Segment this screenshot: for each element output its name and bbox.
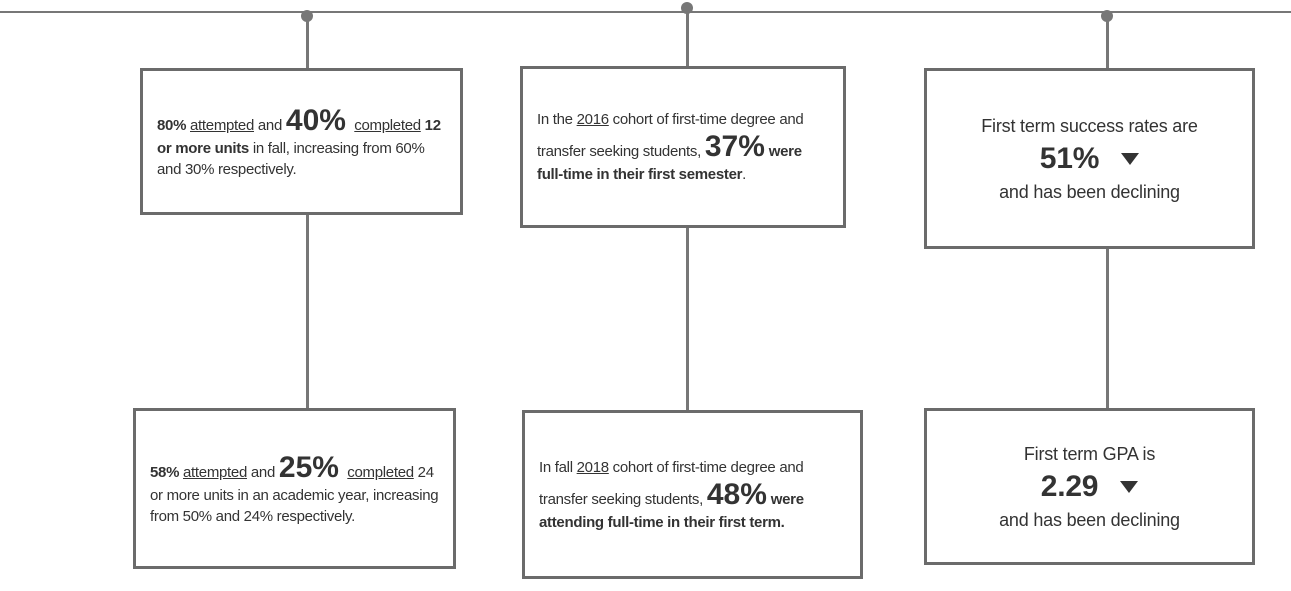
text: 12 or more units [157, 116, 441, 157]
stat-text: In the 2016 cohort of first-time degree … [537, 109, 829, 185]
text: completed [354, 116, 421, 134]
text: In the [537, 111, 577, 128]
text: attempted [183, 463, 248, 481]
text: In fall [539, 458, 577, 476]
text: 58% [150, 463, 183, 481]
down-arrow [1120, 480, 1139, 493]
stat-box: 80% attempted and 40% completed 12 or mo… [140, 68, 463, 215]
text: and [254, 116, 286, 134]
text: 25% [278, 450, 348, 484]
stat-box: First term GPA is 2.29 and has been decl… [924, 408, 1255, 565]
text: 80% [157, 116, 190, 134]
stat-text: In fall 2018 cohort of first-time degree… [539, 457, 846, 533]
text: attempted [190, 116, 255, 134]
stat-box: 58% attempted and 25% completed 24 or mo… [133, 408, 456, 569]
node [681, 2, 693, 14]
text: cohort of first-time degree and transfer… [539, 458, 804, 508]
text: First term success rates are [981, 115, 1198, 136]
text: First term GPA is [1023, 443, 1156, 464]
text: 2.29 [1040, 469, 1099, 503]
text: in fall, increasing from 60% and 30% res… [157, 139, 425, 178]
text: and has been declining [999, 509, 1180, 530]
text: 2018 [576, 458, 609, 476]
text: and has been declining [999, 181, 1180, 202]
text: . [742, 166, 747, 183]
text: were full-time in their first semester [537, 143, 802, 183]
text: cohort of first-time degree and transfer… [537, 111, 804, 160]
stat-text: 58% attempted and 25% completed 24 or mo… [150, 451, 439, 527]
text: were attending full-time in their first … [539, 490, 804, 531]
text: 37% [704, 130, 765, 163]
stat-box: First term success rates are 51% and has… [924, 68, 1255, 249]
timeline [0, 11, 1291, 13]
text: completed [347, 463, 414, 481]
stat-box: In fall 2018 cohort of first-time degree… [522, 410, 863, 579]
stat-text: 80% attempted and 40% completed 12 or mo… [157, 104, 446, 180]
node [1101, 10, 1113, 22]
node [301, 10, 313, 22]
text: 51% [1039, 141, 1100, 175]
text: 48% [706, 477, 767, 511]
stat-number: 2.29 [1041, 467, 1139, 507]
text: 24 or more units in an academic year, in… [150, 463, 439, 525]
stat-number: 51% [1039, 139, 1140, 179]
stat-box: In the 2016 cohort of first-time degree … [520, 66, 846, 228]
text: 2016 [576, 111, 609, 128]
text: 40% [285, 103, 355, 137]
down-arrow [1121, 152, 1140, 165]
text: and [247, 463, 279, 481]
